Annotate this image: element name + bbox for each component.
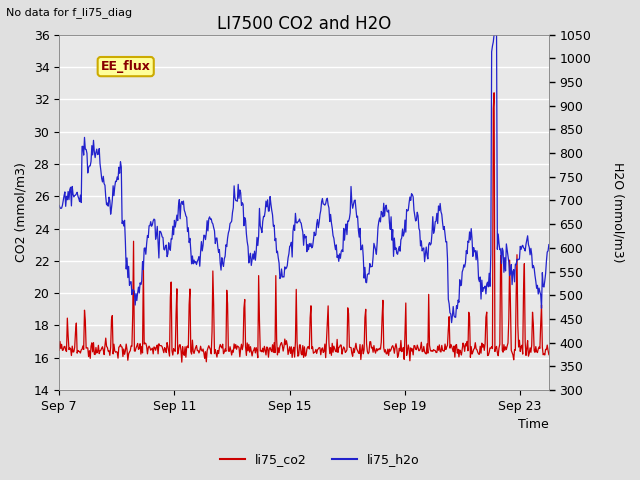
X-axis label: Time: Time bbox=[518, 419, 549, 432]
Text: EE_flux: EE_flux bbox=[100, 60, 150, 73]
Title: LI7500 CO2 and H2O: LI7500 CO2 and H2O bbox=[217, 15, 391, 33]
Legend: li75_co2, li75_h2o: li75_co2, li75_h2o bbox=[215, 448, 425, 471]
Y-axis label: H2O (mmol/m3): H2O (mmol/m3) bbox=[612, 162, 625, 263]
Text: No data for f_li75_diag: No data for f_li75_diag bbox=[6, 7, 132, 18]
Y-axis label: CO2 (mmol/m3): CO2 (mmol/m3) bbox=[15, 162, 28, 262]
